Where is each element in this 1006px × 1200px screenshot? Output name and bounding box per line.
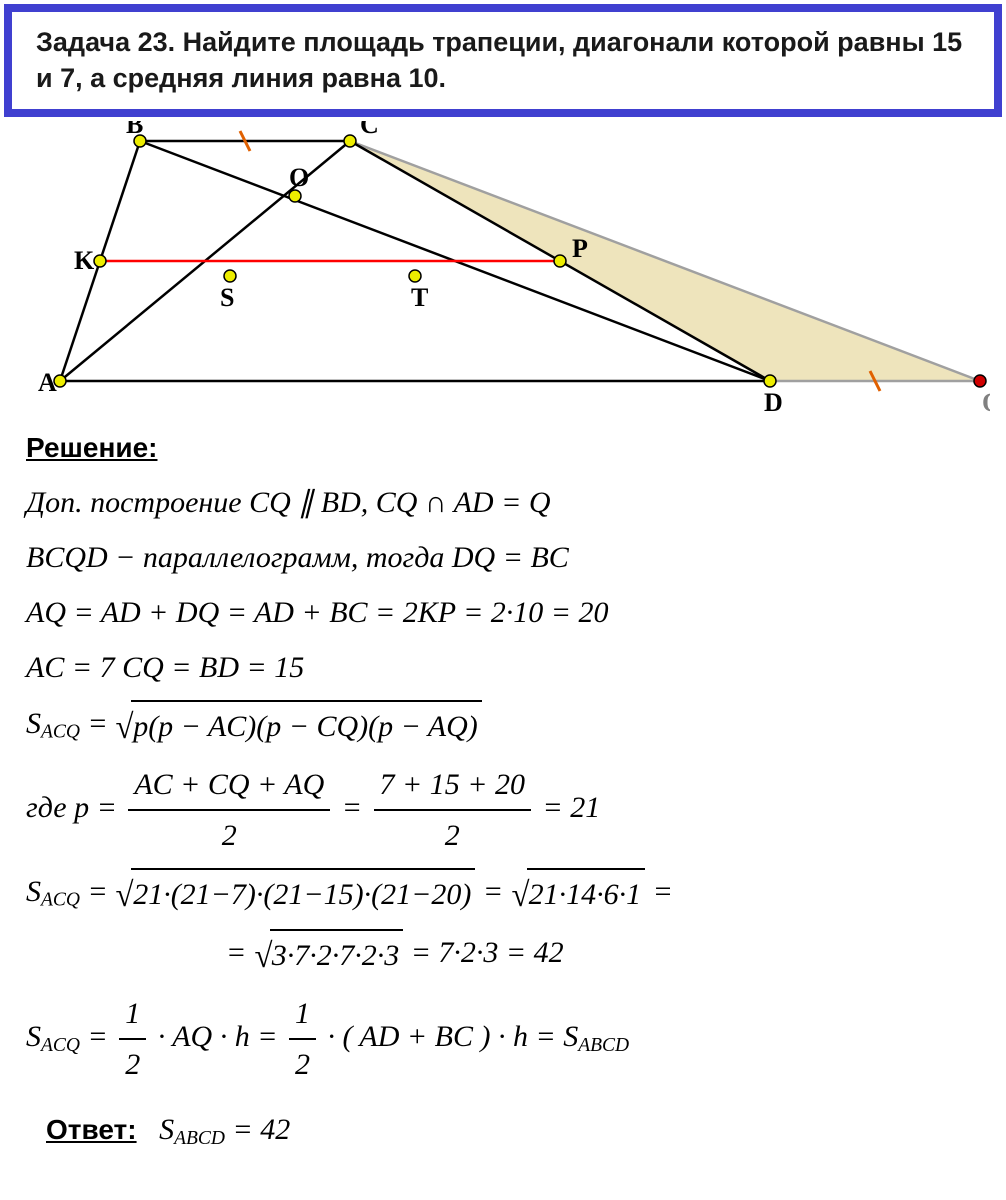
ans-rest: = 42 — [225, 1113, 290, 1146]
l6-pre: где — [26, 791, 74, 824]
ans-s: S — [159, 1113, 174, 1146]
svg-text:B: B — [126, 121, 143, 139]
l8-eq: = — [226, 936, 254, 969]
l7-sqrt2: √21·14·6·1 — [511, 868, 645, 920]
l6-p: p — [74, 791, 89, 824]
l7-rad1: 21·(21−7)·(21−15)·(21−20) — [131, 868, 475, 920]
sqrt-icon: √ — [511, 870, 529, 922]
sol-line-5: SACQ = √p(p − AC)(p − CQ)(p − AQ) — [26, 700, 980, 752]
svg-text:Q: Q — [982, 388, 990, 417]
l6-frac2: 7 + 15 + 202 — [374, 762, 532, 858]
l7-sqrt1: √21·(21−7)·(21−15)·(21−20) — [115, 868, 475, 920]
l1-eq: = — [494, 486, 529, 519]
l1-comma: , — [361, 486, 376, 519]
l1-cq: CQ — [249, 486, 291, 519]
svg-text:O: O — [289, 163, 309, 192]
l7-eq: = — [80, 874, 115, 907]
answer-line: Ответ: SABCD = 42 — [26, 1107, 980, 1153]
problem-text: Задача 23. Найдите площадь трапеции, диа… — [36, 24, 970, 97]
sol-line-7: SACQ = √21·(21−7)·(21−15)·(21−20) = √21·… — [26, 868, 980, 920]
svg-text:S: S — [220, 283, 234, 312]
l6-frac1: AC + CQ + AQ2 — [128, 762, 330, 858]
l9-frac1: 12 — [119, 991, 146, 1087]
solution-heading: Решение: — [26, 432, 980, 464]
svg-text:P: P — [572, 234, 588, 263]
problem-header: Задача 23. Найдите площадь трапеции, диа… — [4, 4, 1002, 117]
l5-s: S — [26, 707, 41, 740]
l2-c: DQ — [452, 541, 495, 574]
l2-b: − параллелограмм, тогда — [108, 541, 452, 574]
l2-a: BCQD — [26, 541, 108, 574]
l9-mid1: · AQ · h = — [150, 1020, 285, 1053]
l8-rad: 3·7·2·7·2·3 — [270, 929, 404, 981]
ans-sub: ABCD — [174, 1128, 225, 1149]
sol-line-8: = √3·7·2·7·2·3 = 7·2·3 = 42 — [26, 929, 980, 981]
l8-sqrt: √3·7·2·7·2·3 — [254, 929, 403, 981]
sol-line-9: SACQ = 12 · AQ · h = 12 · ( AD + BC ) · … — [26, 991, 980, 1087]
svg-text:D: D — [764, 388, 783, 417]
l1-cap: ∩ — [417, 486, 453, 519]
l9-mid2: · ( AD + BC ) · h = S — [320, 1020, 578, 1053]
l9-sub2: ABCD — [578, 1035, 629, 1056]
svg-text:A: A — [38, 368, 57, 397]
l8-rest: = 7·2·3 = 42 — [403, 936, 564, 969]
sol-line-4: AC = 7 CQ = BD = 15 — [26, 645, 980, 690]
l6-eq2: = — [334, 791, 369, 824]
l5-eq: = — [80, 707, 115, 740]
l1-parallel: ∥ — [291, 486, 321, 519]
l1-cq2: CQ — [376, 486, 418, 519]
l9-frac2: 12 — [289, 991, 316, 1087]
l9-eq: = — [80, 1020, 115, 1053]
trapezoid-diagram: A B C D Q K P S T O — [20, 121, 990, 421]
svg-text:C: C — [360, 121, 379, 139]
l6-den2: 2 — [374, 811, 532, 858]
l1-ad: AD — [454, 486, 494, 519]
svg-text:T: T — [411, 283, 428, 312]
l9-s: S — [26, 1020, 41, 1053]
sol-line-1: Доп. построение CQ ∥ BD, CQ ∩ AD = Q — [26, 480, 980, 525]
solution-block: Решение: Доп. построение CQ ∥ BD, CQ ∩ A… — [0, 432, 1006, 1183]
l1-q: Q — [529, 486, 551, 519]
l9-d2: 2 — [289, 1040, 316, 1087]
answer-label: Ответ: — [46, 1114, 137, 1145]
sqrt-icon: √ — [116, 702, 134, 754]
l6-eq3: = 21 — [535, 791, 600, 824]
sol-line-3: AQ = AD + DQ = AD + BC = 2KP = 2·10 = 20 — [26, 590, 980, 635]
l6-den1: 2 — [128, 811, 330, 858]
diagram-container: A B C D Q K P S T O — [0, 121, 1006, 426]
l6-num2: 7 + 15 + 20 — [374, 762, 532, 811]
l2-eq: = — [495, 541, 530, 574]
l7-eq3: = — [645, 874, 673, 907]
l2-d: BC — [530, 541, 568, 574]
sol-line-2: BCQD − параллелограмм, тогда DQ = BC — [26, 535, 980, 580]
l6-num1: AC + CQ + AQ — [128, 762, 330, 811]
l6-eq: = — [89, 791, 124, 824]
svg-text:K: K — [74, 246, 95, 275]
l7-sub: ACQ — [41, 889, 80, 910]
l1-prefix: Доп. построение — [26, 486, 249, 519]
l5-rad: p(p − AC)(p − CQ)(p − AQ) — [131, 700, 482, 752]
l1-bd: BD — [321, 486, 361, 519]
l7-s: S — [26, 874, 41, 907]
l5-sqrt: √p(p − AC)(p − CQ)(p − AQ) — [115, 700, 482, 752]
l9-d1: 2 — [119, 1040, 146, 1087]
l9-n1: 1 — [119, 991, 146, 1040]
l5-sub: ACQ — [41, 722, 80, 743]
l7-eq2: = — [475, 874, 510, 907]
l9-n2: 1 — [289, 991, 316, 1040]
l9-sub: ACQ — [41, 1035, 80, 1056]
l7-rad2: 21·14·6·1 — [527, 868, 646, 920]
sqrt-icon: √ — [254, 931, 272, 983]
sqrt-icon: √ — [116, 870, 134, 922]
sol-line-6: где p = AC + CQ + AQ2 = 7 + 15 + 202 = 2… — [26, 762, 980, 858]
